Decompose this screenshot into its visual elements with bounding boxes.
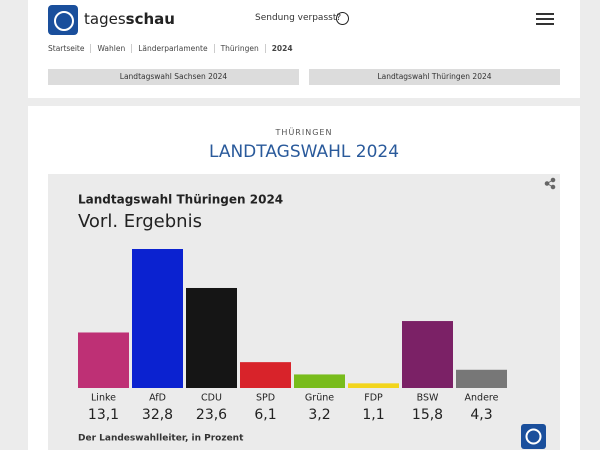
bar [456, 369, 507, 388]
play-icon[interactable] [336, 12, 349, 25]
bar [78, 332, 129, 388]
breadcrumb[interactable]: Länderparlamente [131, 44, 213, 53]
kicker: THÜRINGEN [275, 128, 333, 137]
category-label: AfD [149, 393, 166, 404]
chart-source: Der Landeswahlleiter, in Prozent [78, 434, 244, 444]
logo[interactable] [48, 5, 78, 35]
header-card: tagesschau Sendung verpasst? Startseite W… [28, 0, 580, 98]
menu-icon[interactable] [536, 13, 554, 25]
breadcrumb[interactable]: Wahlen [90, 44, 131, 53]
category-label: SPD [256, 393, 275, 404]
bar [132, 249, 183, 388]
value-label: 3,2 [308, 407, 330, 423]
breadcrumbs: Startseite Wahlen Länderparlamente Thüringe… [48, 44, 299, 53]
chart-logo-ring [525, 428, 542, 445]
value-label: 13,1 [88, 407, 119, 423]
value-label: 4,3 [470, 407, 492, 423]
chart-logo [521, 424, 546, 449]
value-label: 23,6 [196, 407, 227, 423]
category-label: Linke [91, 393, 116, 404]
bar [402, 321, 453, 388]
logo-ring [54, 11, 74, 31]
breadcrumb[interactable]: 2024 [264, 44, 299, 53]
brand-light: tages [84, 10, 126, 28]
brand[interactable]: tagesschau [84, 10, 175, 28]
breadcrumb[interactable]: Startseite [48, 44, 85, 53]
category-label: BSW [417, 393, 439, 404]
chart-title: Landtagswahl Thüringen 2024 [78, 193, 283, 207]
value-label: 6,1 [254, 407, 276, 423]
category-label: Andere [465, 393, 499, 404]
section-title: LANDTAGSWAHL 2024 [208, 142, 400, 162]
chart: Landtagswahl Thüringen 2024 Vorl. Ergebn… [48, 174, 560, 450]
value-label: 32,8 [142, 407, 173, 423]
sendung-link[interactable]: Sendung verpasst? [255, 13, 342, 23]
category-label: CDU [201, 393, 222, 404]
tab-button[interactable]: Landtagswahl Sachsen 2024 [48, 69, 299, 85]
share-icon[interactable] [544, 177, 556, 190]
brand-bold: schau [125, 10, 175, 28]
bar [240, 362, 291, 388]
chart-subtitle: Vorl. Ergebnis [78, 211, 202, 232]
content-card: THÜRINGEN LANDTAGSWAHL 2024 Landtagswahl… [28, 106, 580, 450]
value-label: 15,8 [412, 407, 443, 423]
bar [348, 383, 399, 388]
category-label: Grüne [305, 393, 334, 404]
bar [294, 374, 345, 388]
category-label: FDP [364, 393, 383, 404]
value-label: 1,1 [362, 407, 384, 423]
breadcrumb[interactable]: Thüringen [213, 44, 265, 53]
bar [186, 287, 237, 388]
tab-button[interactable]: Landtagswahl Thüringen 2024 [309, 69, 560, 85]
